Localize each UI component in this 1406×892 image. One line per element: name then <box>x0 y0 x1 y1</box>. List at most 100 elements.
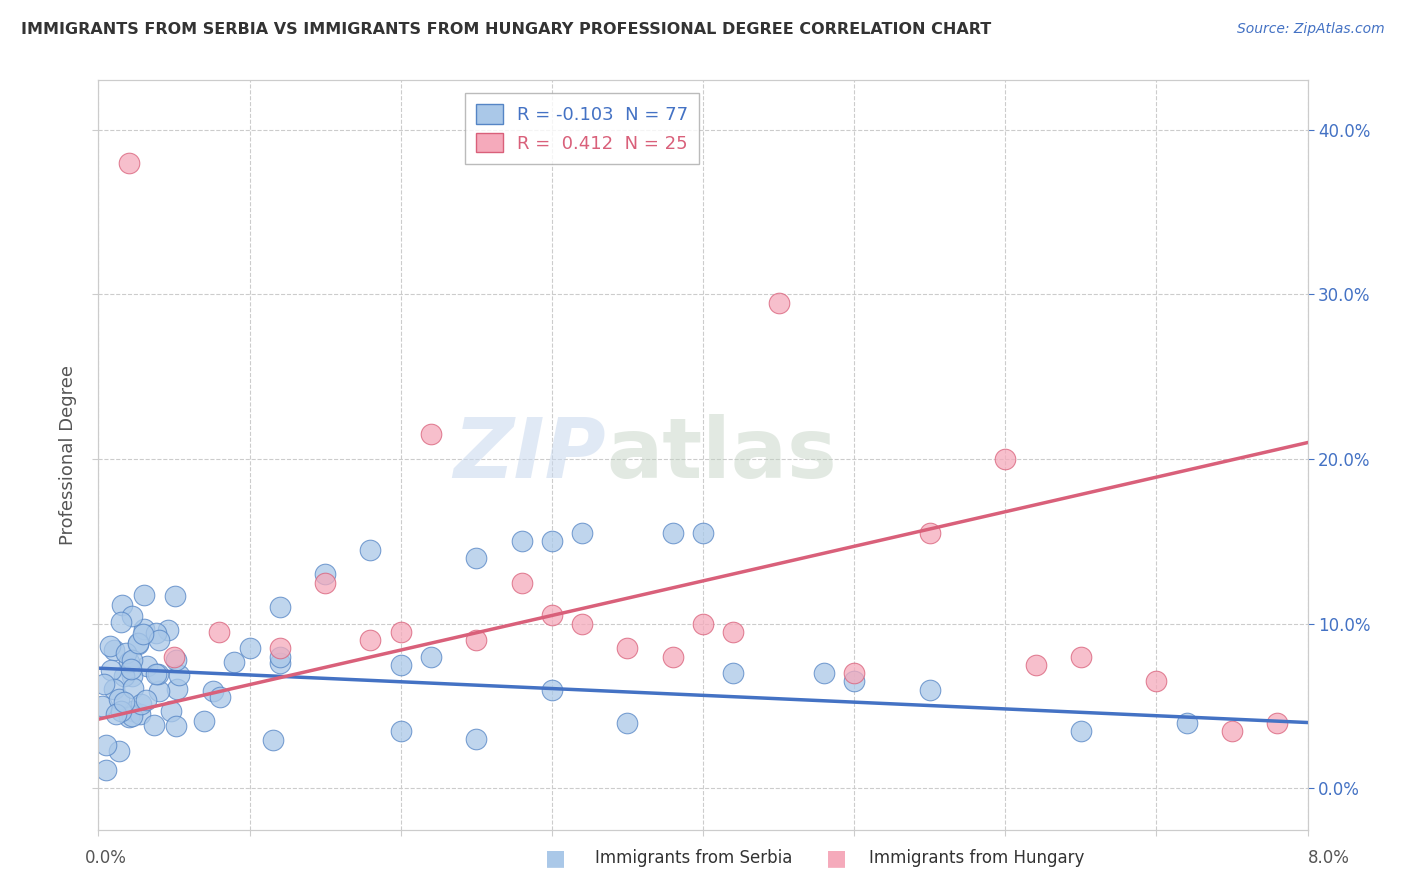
Point <box>389 723 412 738</box>
Point <box>100 663 122 677</box>
Point <box>148 632 170 647</box>
Point <box>98 639 121 653</box>
Point <box>510 534 533 549</box>
Point <box>93 677 115 691</box>
Point <box>127 636 149 650</box>
Point <box>201 684 224 698</box>
Point <box>121 609 143 624</box>
Text: atlas: atlas <box>606 415 837 495</box>
Text: ■: ■ <box>546 848 565 868</box>
Point <box>112 669 135 683</box>
Point <box>616 715 638 730</box>
Point <box>145 667 167 681</box>
Point <box>146 667 169 681</box>
Point <box>103 681 125 696</box>
Text: 8.0%: 8.0% <box>1308 849 1350 867</box>
Point <box>918 526 941 541</box>
Point <box>994 452 1017 467</box>
Point <box>110 615 132 629</box>
Point <box>128 706 150 721</box>
Point <box>269 641 291 656</box>
Point <box>389 624 412 639</box>
Point <box>723 624 745 639</box>
Point <box>692 526 714 541</box>
Point <box>1220 723 1243 738</box>
Point <box>165 719 187 733</box>
Point <box>165 589 187 603</box>
Point <box>723 666 745 681</box>
Point <box>96 738 118 752</box>
Point <box>166 682 188 697</box>
Point <box>844 666 866 681</box>
Point <box>844 674 866 689</box>
Point <box>616 641 638 656</box>
Point <box>94 763 117 777</box>
Point <box>135 693 157 707</box>
Point <box>269 600 291 615</box>
Text: ZIP: ZIP <box>454 415 606 495</box>
Point <box>222 656 245 670</box>
Point <box>148 684 170 698</box>
Point <box>420 649 443 664</box>
Point <box>103 642 125 657</box>
Point <box>112 694 135 708</box>
Point <box>692 616 714 631</box>
Point <box>209 690 232 705</box>
Point <box>389 657 412 672</box>
Point <box>262 733 284 747</box>
Point <box>510 575 533 590</box>
Point <box>121 681 143 695</box>
Point <box>208 624 231 639</box>
Text: IMMIGRANTS FROM SERBIA VS IMMIGRANTS FROM HUNGARY PROFESSIONAL DEGREE CORRELATIO: IMMIGRANTS FROM SERBIA VS IMMIGRANTS FRO… <box>21 22 991 37</box>
Point <box>314 575 336 590</box>
Point <box>118 155 141 169</box>
Point <box>121 669 143 683</box>
Point <box>661 649 683 664</box>
Point <box>1070 723 1092 738</box>
Legend: R = -0.103  N = 77, R =  0.412  N = 25: R = -0.103 N = 77, R = 0.412 N = 25 <box>465 93 699 163</box>
Point <box>360 633 382 648</box>
Point <box>314 567 336 582</box>
Point <box>157 624 180 638</box>
Point <box>134 622 156 636</box>
Point <box>465 550 488 565</box>
Point <box>540 534 562 549</box>
Point <box>1025 657 1047 672</box>
Point <box>269 649 291 664</box>
Point <box>120 662 142 676</box>
Point <box>110 704 132 718</box>
Text: Source: ZipAtlas.com: Source: ZipAtlas.com <box>1237 22 1385 37</box>
Point <box>165 653 187 667</box>
Point <box>1146 674 1168 689</box>
Point <box>465 731 488 746</box>
Point <box>571 616 593 631</box>
Point <box>132 627 155 641</box>
Text: Immigrants from Serbia: Immigrants from Serbia <box>595 849 792 867</box>
Text: ■: ■ <box>827 848 846 868</box>
Point <box>111 599 134 613</box>
Point <box>169 668 191 682</box>
Point <box>121 708 143 723</box>
Point <box>108 691 131 706</box>
Point <box>661 526 683 541</box>
Point <box>104 707 127 722</box>
Point <box>1175 715 1198 730</box>
Point <box>121 653 143 667</box>
Point <box>1070 649 1092 664</box>
Point <box>163 649 186 664</box>
Point <box>360 542 382 557</box>
Point <box>193 714 215 729</box>
Point <box>465 633 488 648</box>
Point <box>239 641 262 656</box>
Point <box>134 588 156 602</box>
Point <box>135 659 157 673</box>
Point <box>91 699 114 714</box>
Point <box>420 427 443 442</box>
Point <box>768 295 790 310</box>
Point <box>571 526 593 541</box>
Point <box>129 698 152 712</box>
Point <box>107 744 129 758</box>
Point <box>813 666 835 681</box>
Point <box>918 682 941 697</box>
Point <box>127 637 149 651</box>
